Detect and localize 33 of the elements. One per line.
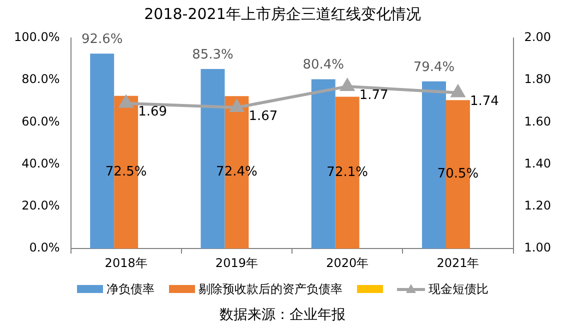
legend-label: 剔除预收款后的资产负债率 xyxy=(198,280,342,298)
y-tick-label: 100.0% xyxy=(14,30,60,44)
data-label: 1.74 xyxy=(470,94,499,110)
point xyxy=(451,85,465,98)
point xyxy=(230,100,244,112)
x-tick-label: 2020年 xyxy=(326,256,369,270)
chart-title: 2018-2021年上市房企三道红线变化情况 xyxy=(144,4,421,23)
x-tick-label: 2021年 xyxy=(436,256,480,270)
y2-tick-label: 2.00 xyxy=(524,30,551,44)
point xyxy=(119,96,133,108)
y-tick-label: 0.0% xyxy=(29,240,60,255)
source-note: 数据来源：企业年报 xyxy=(218,306,346,324)
y2-tick-label: 1.80 xyxy=(524,72,551,86)
x-tick-label: 2018年 xyxy=(104,256,148,270)
data-label: 1.67 xyxy=(248,108,278,124)
data-label: 80.4% xyxy=(302,58,344,73)
y2-tick-label: 1.20 xyxy=(524,198,551,213)
data-label: 1.77 xyxy=(359,88,388,103)
y-tick-label: 40.0% xyxy=(22,156,60,170)
y-tick-label: 80.0% xyxy=(22,72,60,86)
data-label: 92.6% xyxy=(81,32,123,47)
point xyxy=(340,78,354,91)
y2-tick-label: 1.00 xyxy=(524,240,551,255)
legend-label: 净负债率 xyxy=(106,280,154,298)
legend-label: 现金短债比 xyxy=(428,280,488,298)
y2-tick-label: 1.40 xyxy=(524,156,551,170)
data-label: 1.69 xyxy=(138,104,168,120)
y-tick-label: 20.0% xyxy=(22,198,60,213)
y2-tick-label: 1.60 xyxy=(524,114,551,128)
data-label: 85.3% xyxy=(192,47,234,62)
x-tick-label: 2019年 xyxy=(215,256,258,270)
data-label: 79.4% xyxy=(413,60,455,75)
y-tick-label: 60.0% xyxy=(22,114,60,128)
